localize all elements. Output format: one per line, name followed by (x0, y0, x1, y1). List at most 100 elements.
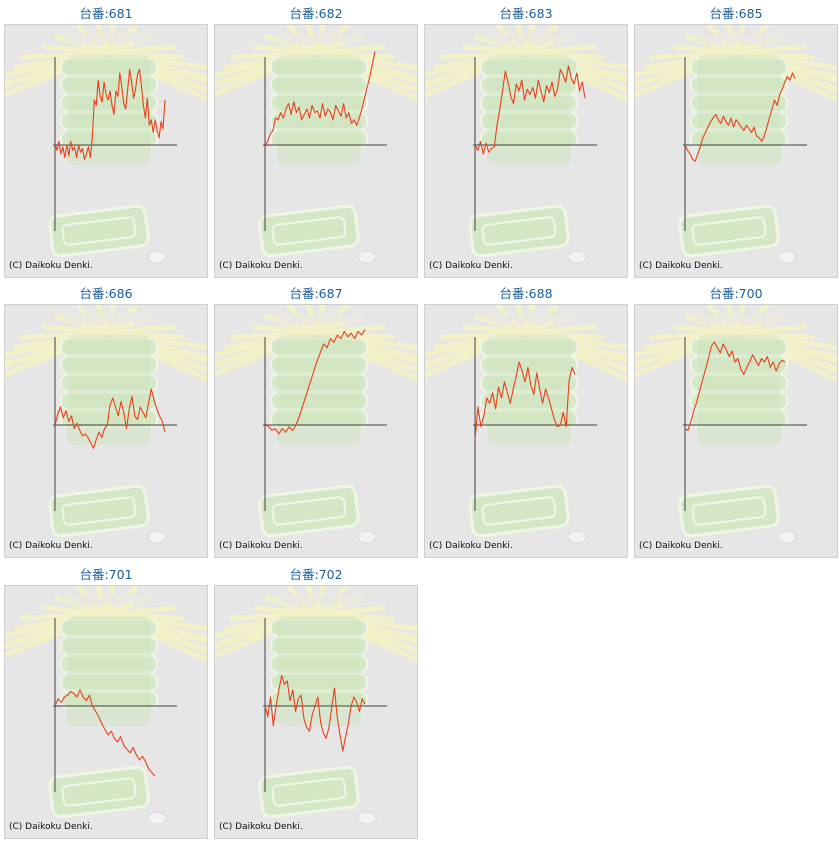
ball-illustration (772, 32, 782, 42)
ball-illustration (142, 312, 152, 322)
bottom-tray-illustration (48, 204, 150, 258)
machine-number-link[interactable]: 台番:686 (79, 286, 133, 301)
graph-canvas (5, 25, 207, 264)
coin-illustration (147, 250, 167, 264)
ball-illustration (514, 316, 525, 326)
ball-illustration (285, 36, 296, 46)
machine-number-link[interactable]: 台番:688 (499, 286, 553, 301)
slump-graph[interactable]: (C) Daikoku Denki. (214, 24, 418, 278)
ball-illustration (304, 597, 315, 607)
payout-line (264, 674, 366, 752)
ball-illustration (724, 36, 735, 46)
ball-illustration (94, 36, 105, 46)
ball-illustration (104, 32, 114, 42)
ball-illustration (333, 32, 343, 42)
copyright-text: (C) Daikoku Denki. (219, 541, 303, 551)
graph-canvas (5, 305, 207, 544)
slump-graph[interactable]: (C) Daikoku Denki. (214, 585, 418, 839)
ball-illustration (323, 316, 334, 326)
ball-illustration (285, 316, 296, 326)
machine-number-link[interactable]: 台番:682 (289, 6, 343, 21)
machine-number-link[interactable]: 台番:701 (79, 567, 133, 582)
machine-tile: 台番:681 (C) Daikoku Denki. (4, 4, 208, 280)
ball-illustration (514, 36, 525, 46)
machine-number-link[interactable]: 台番:700 (709, 286, 763, 301)
bottom-tray-illustration (258, 765, 360, 819)
ball-illustration (132, 316, 143, 326)
copyright-text: (C) Daikoku Denki. (639, 541, 723, 551)
payout-line (474, 65, 586, 155)
sunburst-ray (305, 305, 319, 336)
payout-line (54, 388, 166, 449)
ball-illustration (85, 32, 95, 42)
graph-canvas (215, 305, 417, 544)
slump-graph[interactable]: (C) Daikoku Denki. (424, 24, 628, 278)
ball-illustration (352, 32, 362, 42)
ball-illustration (734, 32, 744, 42)
coin-illustration (357, 530, 377, 544)
machine-number-link[interactable]: 台番:687 (289, 286, 343, 301)
ball-illustration (314, 32, 324, 42)
ball-illustration (276, 593, 286, 603)
copyright-text: (C) Daikoku Denki. (219, 261, 303, 271)
slump-graph[interactable]: (C) Daikoku Denki. (4, 24, 208, 278)
sunburst-ray (305, 586, 319, 617)
ball-illustration (743, 316, 754, 326)
slump-graph[interactable]: (C) Daikoku Denki. (214, 304, 418, 558)
slump-graph[interactable]: (C) Daikoku Denki. (634, 24, 838, 278)
ball-illustration (66, 32, 76, 42)
ball-illustration (543, 32, 553, 42)
sunburst-ray (305, 25, 319, 56)
payout-line (684, 72, 796, 162)
machine-tile: 台番:688 (C) Daikoku Denki. (424, 284, 628, 560)
ball-illustration (696, 312, 706, 322)
ball-illustration (342, 36, 353, 46)
ball-illustration (142, 593, 152, 603)
ball-illustration (104, 312, 114, 322)
machine-body-illustration (277, 55, 361, 165)
slump-graph[interactable]: (C) Daikoku Denki. (634, 304, 838, 558)
ball-illustration (705, 36, 716, 46)
sunburst-ray (103, 44, 176, 56)
machine-number-link[interactable]: 台番:681 (79, 6, 133, 21)
coin-illustration (147, 530, 167, 544)
machine-number-link[interactable]: 台番:702 (289, 567, 343, 582)
ball-illustration (762, 316, 773, 326)
ball-illustration (753, 312, 763, 322)
ball-illustration (314, 593, 324, 603)
coin-illustration (147, 811, 167, 825)
ball-illustration (533, 316, 544, 326)
graph-canvas (635, 25, 837, 264)
payout-line (264, 329, 366, 435)
bottom-tray-illustration (468, 204, 570, 258)
sunburst-ray (313, 324, 386, 336)
ball-illustration (505, 32, 515, 42)
sunburst-ray (725, 305, 739, 336)
machine-body-illustration (277, 335, 361, 445)
payout-line (264, 51, 376, 148)
ball-illustration (696, 32, 706, 42)
slump-graph[interactable]: (C) Daikoku Denki. (424, 304, 628, 558)
ball-illustration (762, 36, 773, 46)
sunburst-ray (95, 586, 109, 617)
ball-illustration (104, 593, 114, 603)
ball-illustration (85, 593, 95, 603)
bottom-tray-inner (271, 777, 347, 807)
ball-illustration (495, 316, 506, 326)
sunburst-ray (515, 305, 529, 336)
ball-illustration (543, 312, 553, 322)
sunburst-ray (733, 324, 806, 336)
ball-illustration (295, 593, 305, 603)
slump-graph[interactable]: (C) Daikoku Denki. (4, 304, 208, 558)
slump-graph[interactable]: (C) Daikoku Denki. (4, 585, 208, 839)
ball-illustration (505, 312, 515, 322)
machine-number-link[interactable]: 台番:685 (709, 6, 763, 21)
coin-illustration (357, 811, 377, 825)
ball-illustration (132, 597, 143, 607)
ball-illustration (705, 316, 716, 326)
ball-illustration (276, 32, 286, 42)
ball-illustration (333, 593, 343, 603)
ball-illustration (85, 312, 95, 322)
payout-line (54, 689, 156, 777)
machine-number-link[interactable]: 台番:683 (499, 6, 553, 21)
